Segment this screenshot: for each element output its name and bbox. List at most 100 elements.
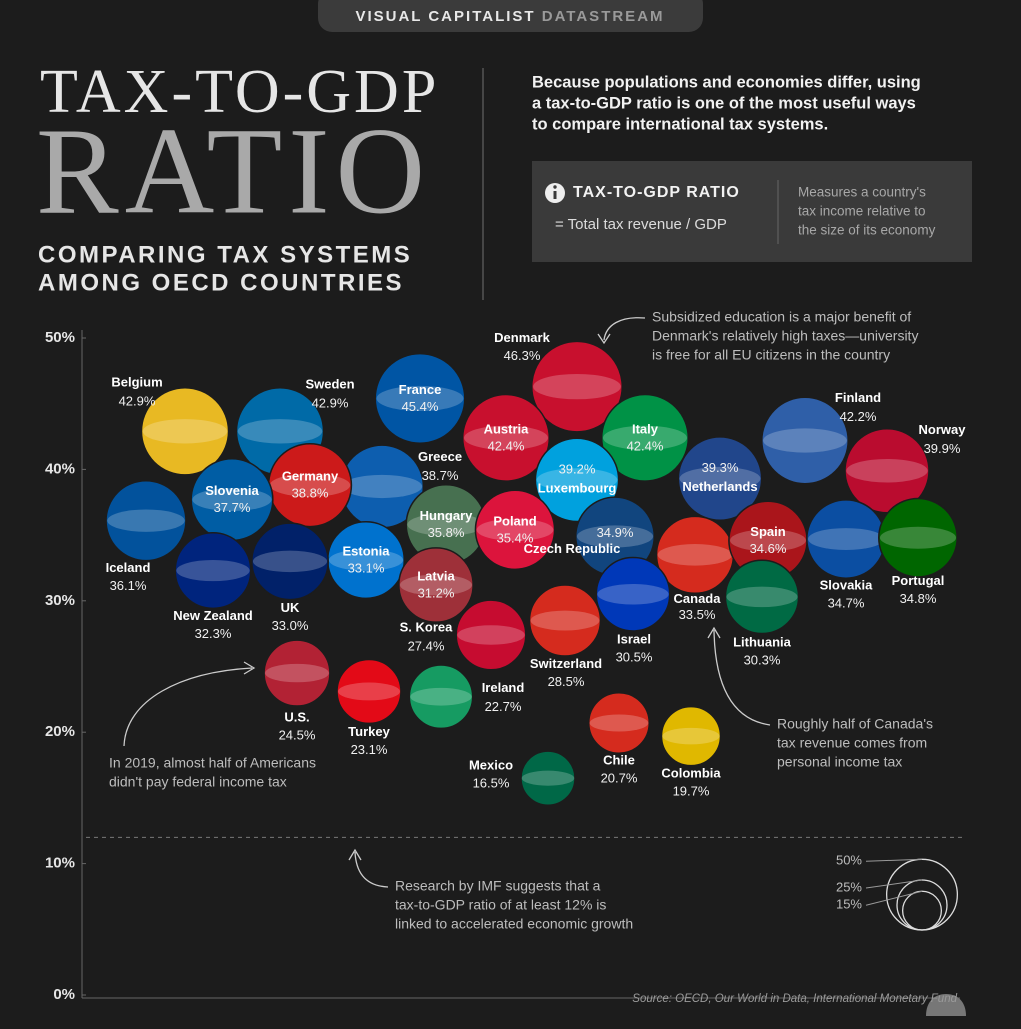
flag-stripe [657,544,733,566]
flag-bubble [336,658,402,725]
flag-stripe [107,509,185,532]
brand-tab [318,0,703,32]
info-icon-dot [553,185,557,189]
bubbles [105,340,958,806]
flag-stripe [476,518,554,541]
flag-stripe [410,687,472,706]
flag-bubble [531,340,623,433]
flag-bubble [455,599,527,671]
flag-stripe [597,583,669,605]
country-name: Estonia [343,544,391,559]
flag-stripe [536,468,618,492]
flag-stripe [808,528,884,551]
y-tick-label: 20% [45,723,75,740]
annotation: is free for all EU citizens in the count… [652,347,890,363]
size-legend-label: 25% [836,879,862,894]
annotation: tax-to-GDP ratio of at least 12% is [395,897,606,913]
title-line2: RATIO [36,102,431,239]
country-name: Netherlands [682,479,757,494]
country-name: Belgium [111,375,162,390]
value-label: 42.2% [840,409,877,424]
subtitle: AMONG OECD COUNTRIES [38,269,404,296]
country-name: Sweden [305,377,354,392]
arrow-head [707,626,721,639]
flag-bubble [263,639,331,707]
value-label: 16.5% [473,776,510,791]
intro: Because populations and economies differ… [532,73,921,91]
country-name: Greece [418,449,462,464]
flag-bubble [528,584,602,657]
flag-bubble [520,750,576,806]
flag-stripe [252,550,328,573]
flag-bubble [251,522,329,601]
country-name: Norway [919,422,967,437]
value-label: 46.3% [504,348,541,363]
flag-stripe [328,549,404,571]
value-label: 45.4% [402,399,439,414]
size-legend-circle [901,890,943,931]
value-label: 19.7% [673,784,710,799]
value-label: 28.5% [548,674,585,689]
flag-bubble [761,396,849,485]
subtitle: COMPARING TAX SYSTEMS [38,241,412,268]
country-name: Hungary [420,508,474,523]
country-name: Slovenia [205,483,259,498]
country-name: Finland [835,390,881,405]
value-label: 31.2% [418,585,455,600]
flag-bubble [595,556,671,632]
flag-stripe [237,419,323,444]
definition-term: TAX-TO-GDP RATIO [573,184,740,201]
flag-stripe [341,474,423,499]
flag-stripe [726,586,798,608]
arrow [603,317,646,341]
country-name: New Zealand [173,608,253,623]
flag-bubble [600,393,690,482]
flag-stripe [602,425,688,450]
value-label: 42.9% [312,396,349,411]
definition-text: tax income relative to [798,204,926,219]
annotation: In 2019, almost half of Americans [109,755,316,771]
value-label: 32.3% [195,626,232,641]
country-name: Latvia [417,568,455,583]
country-name: Switzerland [530,656,602,671]
annotation: linked to accelerated economic growth [395,916,633,932]
title-line1: TAX-TO-GDP [40,58,439,126]
annotation: Denmark's relatively high taxes—universi… [652,328,918,344]
value-label: 20.7% [601,770,638,785]
flag-stripe [530,610,600,631]
value-label: 36.1% [110,578,147,593]
country-name: Iceland [106,560,151,575]
value-label: 38.7% [422,468,459,483]
intro: a tax-to-GDP ratio is one of the most us… [532,94,916,112]
value-label: 37.7% [214,500,251,515]
country-name: Poland [493,513,536,528]
annotation: didn't pay federal income tax [109,774,287,790]
arrow [713,629,771,726]
country-name: France [399,382,442,397]
annotation: personal income tax [777,754,902,770]
value-label: 22.7% [485,699,522,714]
value-label: 38.8% [292,486,329,501]
flag-stripe [192,488,272,512]
source: Source: OECD, Our World in Data, Interna… [632,993,957,1005]
flag-stripe [176,559,250,582]
flag-stripe [457,625,525,645]
arrow-head [243,661,256,675]
bubble-labels: Belgium 42.9% Sweden 42.9% France 45.4% Denmar… [106,330,967,799]
flag-stripe [337,682,401,701]
flag-stripe [463,425,549,450]
brand-name: VISUAL CAPITALIST [355,8,535,25]
size-legend-label: 15% [836,897,862,912]
flag-bubble [374,352,466,445]
country-name: Portugal [892,573,945,588]
flag-bubble [105,479,187,562]
value-label: 42.4% [488,438,525,453]
value-label: 39.3% [702,460,739,475]
flag-bubble [174,532,252,610]
flag-bubble [398,547,474,623]
annotation: Research by IMF suggests that a [395,878,601,894]
size-legend-label: 50% [836,853,862,868]
value-label: 24.5% [279,728,316,743]
